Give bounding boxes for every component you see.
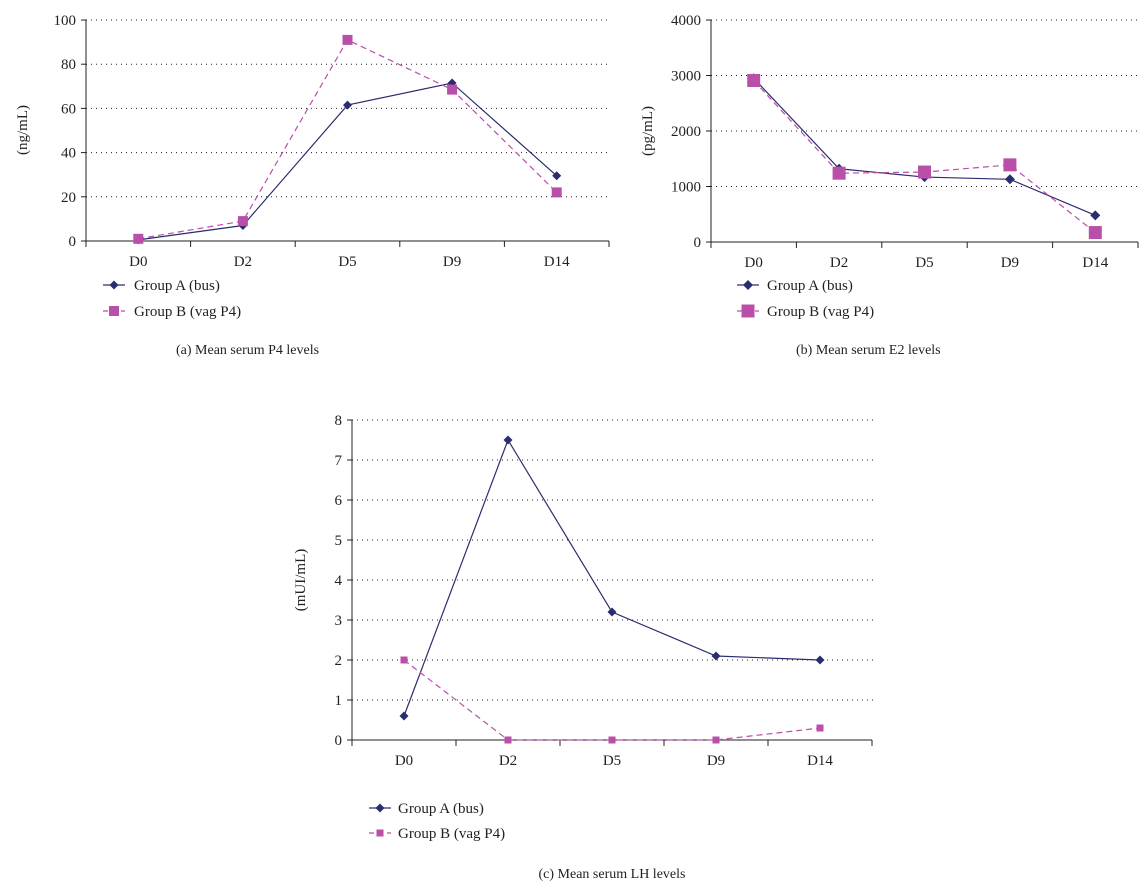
- y-tick-label: 0: [335, 733, 343, 749]
- legend-marker: [376, 829, 384, 837]
- x-tick-label: D5: [338, 254, 356, 270]
- x-tick-label: D2: [830, 255, 848, 271]
- y-tick-label: 1000: [671, 180, 701, 196]
- data-point: [815, 655, 825, 665]
- data-point: [1004, 174, 1015, 185]
- chart-caption: (a) Mean serum P4 levels: [176, 343, 319, 358]
- data-point: [607, 607, 617, 617]
- data-point: [712, 736, 720, 744]
- legend-label: Group B (vag P4): [398, 826, 505, 842]
- y-tick-label: 6: [335, 493, 343, 509]
- series-line-0: [753, 77, 1096, 216]
- y-axis-label: (mUI/mL): [293, 549, 309, 611]
- data-point: [1088, 226, 1102, 240]
- x-tick-label: D0: [395, 753, 413, 769]
- x-tick-label: D0: [129, 254, 147, 270]
- data-point: [503, 435, 513, 445]
- data-point: [816, 724, 824, 732]
- chart-panel-1: 0 1000 2000 3000 4000 D0 D2 D5 D9 D14 (pg/mL) Group…: [640, 13, 1139, 358]
- y-tick-label: 7: [335, 453, 343, 469]
- data-point: [343, 100, 352, 110]
- data-point: [747, 73, 761, 87]
- data-point: [608, 736, 616, 744]
- x-tick-label: D5: [603, 753, 621, 769]
- data-point: [400, 656, 408, 664]
- data-point: [551, 187, 562, 198]
- series-line-1: [138, 39, 558, 240]
- legend-marker: [375, 803, 385, 813]
- x-tick-label: D0: [745, 255, 763, 271]
- y-tick-label: 0: [69, 234, 77, 250]
- data-point: [342, 34, 353, 45]
- y-tick-label: 4: [335, 573, 343, 589]
- chart-panel-0: 0 20 40 60 80 100 D0 D2 D5 D9 D14 (ng/mL) Group A (b…: [15, 13, 610, 358]
- data-point: [832, 166, 846, 180]
- y-tick-label: 40: [61, 146, 76, 162]
- y-axis-label: (ng/mL): [15, 105, 31, 155]
- y-tick-label: 60: [61, 101, 76, 117]
- y-tick-label: 5: [335, 533, 343, 549]
- y-tick-label: 100: [54, 13, 77, 29]
- data-point: [711, 651, 721, 661]
- legend-label: Group B (vag P4): [134, 304, 241, 320]
- legend-label: Group B (vag P4): [767, 304, 874, 320]
- x-tick-label: D5: [915, 255, 933, 271]
- legend-marker: [743, 280, 753, 290]
- data-point: [1003, 158, 1017, 172]
- series-line-0: [403, 438, 821, 717]
- x-tick-label: D14: [544, 254, 570, 270]
- data-point: [918, 165, 931, 179]
- data-point: [1090, 210, 1101, 221]
- y-tick-label: 0: [694, 235, 702, 251]
- y-tick-label: 4000: [671, 13, 701, 29]
- x-tick-label: D9: [443, 254, 461, 270]
- legend-marker: [109, 306, 119, 316]
- y-tick-label: 8: [335, 413, 343, 429]
- series-line-1: [753, 80, 1096, 234]
- x-tick-label: D14: [1082, 255, 1108, 271]
- legend-marker: [741, 304, 755, 318]
- y-tick-label: 1: [335, 693, 343, 709]
- y-tick-label: 3: [335, 613, 343, 629]
- x-tick-label: D2: [234, 254, 252, 270]
- y-tick-label: 80: [61, 57, 76, 73]
- y-tick-label: 2: [335, 653, 343, 669]
- legend-label: Group A (bus): [134, 278, 220, 294]
- data-point: [237, 216, 248, 227]
- legend-marker: [109, 280, 119, 290]
- x-tick-label: D9: [707, 753, 725, 769]
- chart-caption: (c) Mean serum LH levels: [539, 867, 686, 882]
- x-tick-label: D9: [1001, 255, 1019, 271]
- y-tick-label: 3000: [671, 69, 701, 85]
- chart-panel-2: 0 1 2 3 4 5 6 7 8 D0 D2 D5 D9 D14 (mUI/mL) Group A (bus…: [293, 413, 873, 882]
- y-axis-label: (pg/mL): [640, 106, 656, 156]
- data-point: [504, 736, 512, 744]
- data-point: [399, 711, 409, 721]
- chart-caption: (b) Mean serum E2 levels: [796, 343, 941, 358]
- y-tick-label: 20: [61, 190, 76, 206]
- data-point: [552, 171, 562, 181]
- legend-label: Group A (bus): [398, 801, 484, 817]
- legend-label: Group A (bus): [767, 278, 853, 294]
- y-tick-label: 2000: [671, 124, 701, 140]
- x-tick-label: D2: [499, 753, 517, 769]
- x-tick-label: D14: [807, 753, 833, 769]
- data-point: [447, 84, 458, 95]
- data-point: [133, 233, 144, 244]
